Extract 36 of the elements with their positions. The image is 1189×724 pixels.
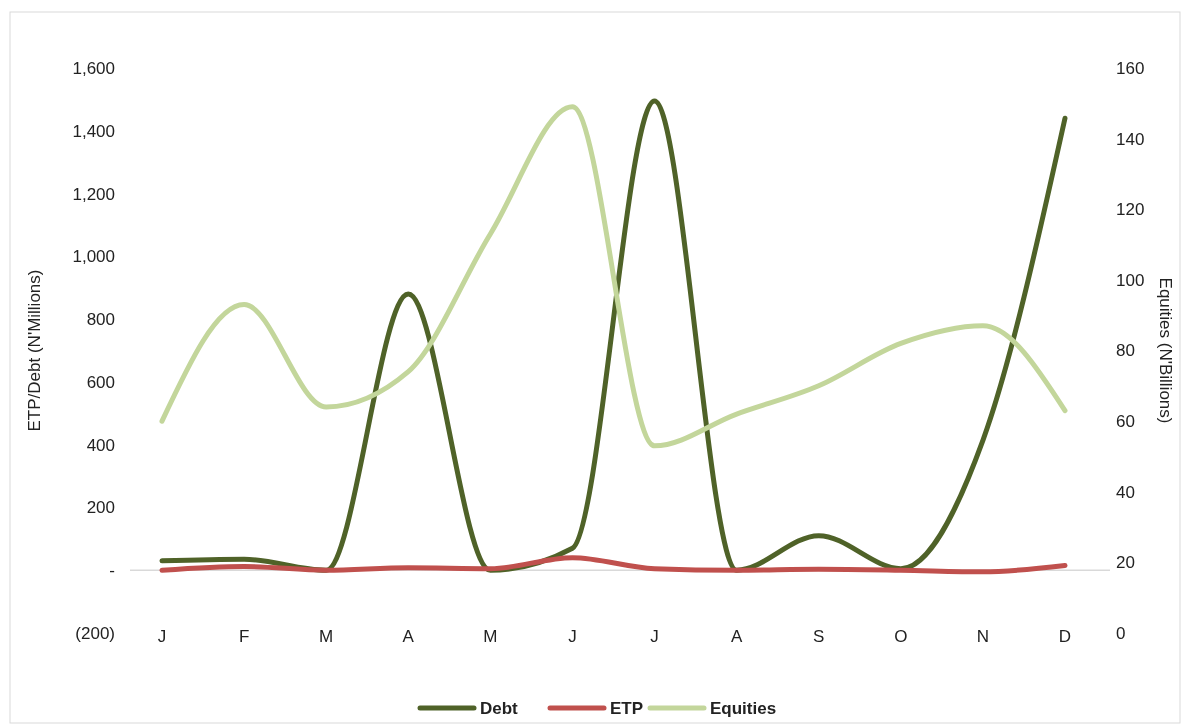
x-tick-label: O bbox=[894, 626, 908, 646]
legend-label: ETP bbox=[610, 698, 644, 718]
y2-tick-label: 140 bbox=[1116, 129, 1145, 149]
x-tick-label: M bbox=[483, 626, 498, 646]
legend-label: Debt bbox=[480, 698, 519, 718]
x-tick-label: N bbox=[976, 626, 990, 646]
x-tick-label: J bbox=[568, 626, 577, 646]
y2-tick-label: 120 bbox=[1116, 200, 1145, 220]
y-tick-label: 1,000 bbox=[72, 247, 115, 267]
y-tick-label: 1,200 bbox=[72, 184, 115, 204]
x-tick-label: M bbox=[319, 626, 334, 646]
x-tick-label: F bbox=[238, 626, 250, 646]
y-tick-label: 600 bbox=[86, 372, 115, 392]
x-tick-label: D bbox=[1058, 626, 1072, 646]
y-axis-title: ETP/Debt (N'Millions) bbox=[25, 269, 44, 432]
y-tick-label: (200) bbox=[75, 623, 115, 643]
y-tick-label: 200 bbox=[86, 498, 115, 518]
y2-tick-label: 60 bbox=[1116, 412, 1135, 432]
y-tick-label: - bbox=[109, 561, 115, 581]
y-tick-label: 800 bbox=[86, 310, 115, 330]
y2-tick-label: 100 bbox=[1116, 270, 1145, 290]
x-tick-label: J bbox=[650, 626, 659, 646]
x-tick-label: S bbox=[813, 626, 825, 646]
y-tick-label: 1,400 bbox=[72, 121, 115, 141]
y2-axis-title: Equities (N'Billions) bbox=[1156, 277, 1175, 424]
legend-label: Equities bbox=[710, 698, 777, 718]
y2-tick-label: 0 bbox=[1116, 623, 1126, 643]
x-tick-label: A bbox=[730, 626, 743, 646]
y-tick-label: 1,600 bbox=[72, 58, 115, 78]
x-tick-label: J bbox=[157, 626, 167, 646]
y2-tick-label: 80 bbox=[1116, 341, 1135, 361]
y-tick-label: 400 bbox=[86, 435, 115, 455]
y2-tick-label: 40 bbox=[1116, 482, 1135, 502]
y2-tick-label: 20 bbox=[1116, 553, 1135, 573]
y2-tick-label: 160 bbox=[1116, 58, 1145, 78]
x-tick-label: A bbox=[402, 626, 415, 646]
